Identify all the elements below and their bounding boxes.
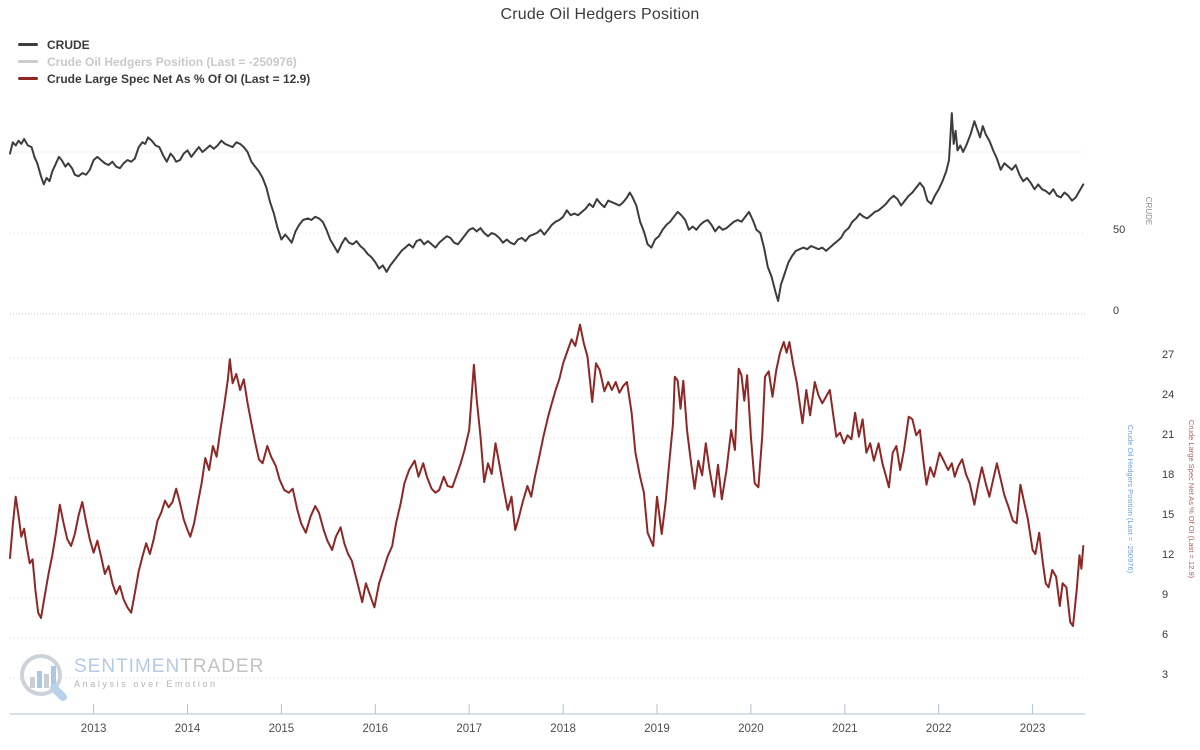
y-label-bottom-27: 27 — [1162, 349, 1174, 361]
x-tick-label-2022: 2022 — [926, 723, 952, 735]
sentimentrader-logo-icon — [20, 654, 67, 701]
y-label-bottom-9: 9 — [1162, 589, 1168, 601]
legend-item-hedgers-position[interactable]: Crude Oil Hedgers Position (Last = -2509… — [18, 53, 310, 70]
x-tick-label-2017: 2017 — [456, 723, 482, 735]
y-axis-labels: 50 0 27 24 21 18 15 12 9 6 3 — [1113, 224, 1174, 681]
large-spec-line-swatch-icon — [18, 77, 38, 80]
y-label-top-50: 50 — [1113, 224, 1125, 236]
sentimentrader-watermark: SENTIMENTRADER Analysis over Emotion — [18, 651, 264, 701]
x-tick-label-2021: 2021 — [832, 723, 858, 735]
y-label-bottom-18: 18 — [1162, 469, 1174, 481]
x-tick-label-2013: 2013 — [81, 723, 107, 735]
x-tick-label-2023: 2023 — [1020, 723, 1046, 735]
x-tick-label-2015: 2015 — [269, 723, 295, 735]
x-tick-label-2020: 2020 — [738, 723, 764, 735]
page-title: Crude Oil Hedgers Position — [500, 6, 700, 23]
x-axis: 2013 2014 2015 2016 2017 2018 2019 2020 2021 2022… — [10, 704, 1085, 735]
legend-label-large-spec: Crude Large Spec Net As % Of OI (Last = … — [47, 71, 311, 86]
crude-price-line — [9, 112, 1085, 302]
axis-label-large-spec-net: Crude Large Spec Net As % Of OI (Last = … — [1187, 420, 1196, 579]
x-tick-label-2014: 2014 — [175, 723, 201, 735]
y-label-bottom-24: 24 — [1162, 389, 1174, 401]
gridlines — [10, 151, 1085, 679]
x-tick-label-2019: 2019 — [644, 723, 670, 735]
legend-label-hedgers-position: Crude Oil Hedgers Position (Last = -2509… — [47, 54, 297, 69]
y-label-bottom-3: 3 — [1162, 669, 1168, 681]
x-tick-label-2016: 2016 — [363, 723, 389, 735]
legend: CRUDE Crude Oil Hedgers Position (Last =… — [18, 36, 310, 87]
x-tick-label-2018: 2018 — [550, 723, 576, 735]
watermark-tagline: Analysis over Emotion — [74, 679, 218, 689]
legend-label-crude: CRUDE — [47, 37, 90, 52]
crude-line-swatch-icon — [18, 43, 38, 46]
y-label-bottom-21: 21 — [1162, 429, 1174, 441]
watermark-brand: SENTIMENTRADER — [74, 656, 265, 677]
y-label-bottom-6: 6 — [1162, 629, 1168, 641]
hedgers-line-swatch-icon — [18, 60, 38, 63]
y-label-top-0: 0 — [1113, 305, 1119, 317]
y-label-bottom-12: 12 — [1162, 549, 1174, 561]
large-spec-net-line — [9, 323, 1085, 627]
legend-item-crude[interactable]: CRUDE — [18, 36, 310, 53]
legend-item-large-spec[interactable]: Crude Large Spec Net As % Of OI (Last = … — [18, 70, 310, 87]
y-label-bottom-15: 15 — [1162, 509, 1174, 521]
axis-label-hedgers-position: Crude Oil Hedgers Position (Last = -2509… — [1126, 425, 1135, 574]
axis-label-crude: CRUDE — [1144, 197, 1153, 225]
